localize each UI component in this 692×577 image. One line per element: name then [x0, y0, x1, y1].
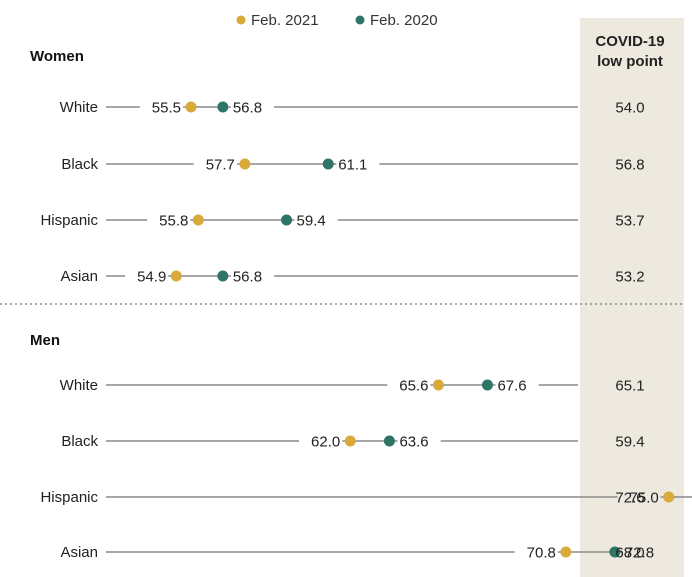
value-label-feb-2020: 67.6 [497, 378, 526, 395]
dot-feb-2021 [239, 158, 251, 170]
legend-marker-feb-2021 [236, 15, 246, 25]
category-label: White [60, 377, 98, 394]
dot-feb-2021 [185, 101, 197, 113]
dot-feb-2020 [281, 214, 293, 226]
low-point-value: 53.7 [615, 213, 644, 230]
value-label-feb-2021: 75.0 [630, 490, 659, 507]
value-label-feb-2021: 54.9 [137, 269, 166, 286]
legend-label-feb-2021: Feb. 2021 [251, 12, 319, 29]
value-label-feb-2020: 56.8 [233, 100, 262, 117]
category-label: Asian [60, 268, 98, 285]
legend-label-feb-2020: Feb. 2020 [370, 12, 438, 29]
low-point-value: 72.6 [615, 490, 644, 507]
dot-feb-2020 [481, 379, 493, 391]
dot-feb-2020 [609, 546, 621, 558]
value-label-feb-2021: 55.5 [152, 100, 181, 117]
dot-feb-2021 [170, 270, 182, 282]
category-label: Black [61, 433, 98, 450]
dot-feb-2020 [217, 270, 229, 282]
low-point-value: 68.0 [615, 545, 644, 562]
category-label: White [60, 99, 98, 116]
low-point-value: 54.0 [615, 100, 644, 117]
value-label-feb-2020: 63.6 [399, 434, 428, 451]
value-label-feb-2020: 59.4 [297, 213, 326, 230]
value-label-feb-2021: 70.8 [527, 545, 556, 562]
category-label: Black [61, 156, 98, 173]
low-point-value: 53.2 [615, 269, 644, 286]
dot-feb-2021 [663, 491, 675, 503]
dot-feb-2020 [217, 101, 229, 113]
dot-feb-2021 [432, 379, 444, 391]
dot-feb-2021 [560, 546, 572, 558]
value-label-feb-2021: 62.0 [311, 434, 340, 451]
group-title: Women [30, 48, 84, 65]
chart-rows: Women White 55.5 56.8 54.0 Black 57.7 61.1 56.8 H… [30, 48, 692, 562]
dot-feb-2021 [192, 214, 204, 226]
low-point-panel [580, 18, 684, 577]
dot-feb-2020 [322, 158, 334, 170]
dot-feb-2020 [383, 435, 395, 447]
low-point-value: 65.1 [615, 378, 644, 395]
value-label-feb-2020: 61.1 [338, 157, 367, 174]
group-title: Men [30, 332, 60, 349]
category-label: Hispanic [40, 212, 98, 229]
legend: Feb. 2021 Feb. 2020 [236, 12, 438, 29]
legend-marker-feb-2020 [355, 15, 365, 25]
category-label: Hispanic [40, 489, 98, 506]
value-label-feb-2021: 57.7 [206, 157, 235, 174]
low-point-header-line-1: COVID-19 [595, 33, 664, 50]
low-point-value: 56.8 [615, 157, 644, 174]
low-point-header-line-2: low point [597, 53, 663, 70]
low-point-header: COVID-19 low point [595, 33, 664, 70]
value-label-feb-2020: 56.8 [233, 269, 262, 286]
value-label-feb-2021: 65.6 [399, 378, 428, 395]
category-label: Asian [60, 544, 98, 561]
low-point-value: 59.4 [615, 434, 644, 451]
value-label-feb-2021: 55.8 [159, 213, 188, 230]
dot-feb-2021 [344, 435, 356, 447]
value-label-feb-2020: 72.8 [625, 545, 654, 562]
